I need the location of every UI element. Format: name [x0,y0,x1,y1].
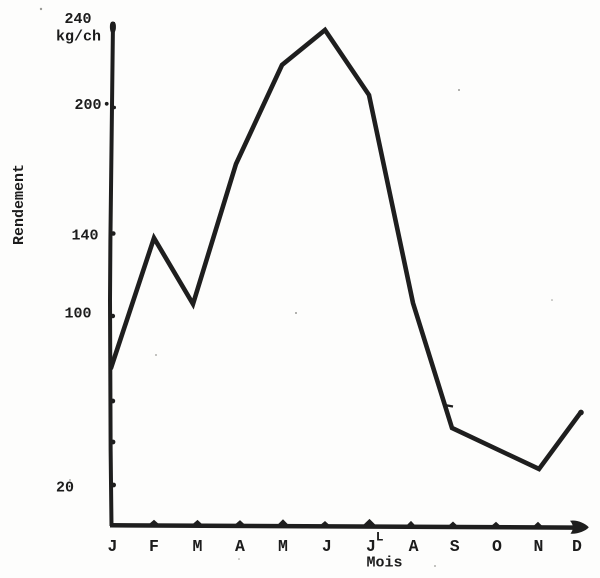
svg-text:J: J [322,537,332,556]
svg-text:240: 240 [64,11,91,28]
svg-text:F: F [149,537,159,556]
svg-text:100: 100 [64,306,91,323]
svg-text:N: N [534,537,544,556]
svg-text:M: M [193,537,203,556]
svg-text:M: M [278,537,288,556]
svg-text:140: 140 [71,228,98,245]
svg-text:20: 20 [56,480,74,497]
svg-text:Mois: Mois [366,555,402,572]
svg-text:200: 200 [74,97,101,114]
svg-text:D: D [572,537,582,556]
svg-text:kg/ch: kg/ch [56,29,101,46]
svg-text:J: J [108,537,118,556]
svg-text:L: L [376,530,384,545]
svg-text:J: J [366,537,376,556]
svg-text:O: O [492,537,502,556]
svg-text:Rendement: Rendement [11,164,28,245]
svg-text:A: A [409,537,419,556]
svg-text:S: S [450,537,460,556]
svg-text:A: A [235,537,245,556]
